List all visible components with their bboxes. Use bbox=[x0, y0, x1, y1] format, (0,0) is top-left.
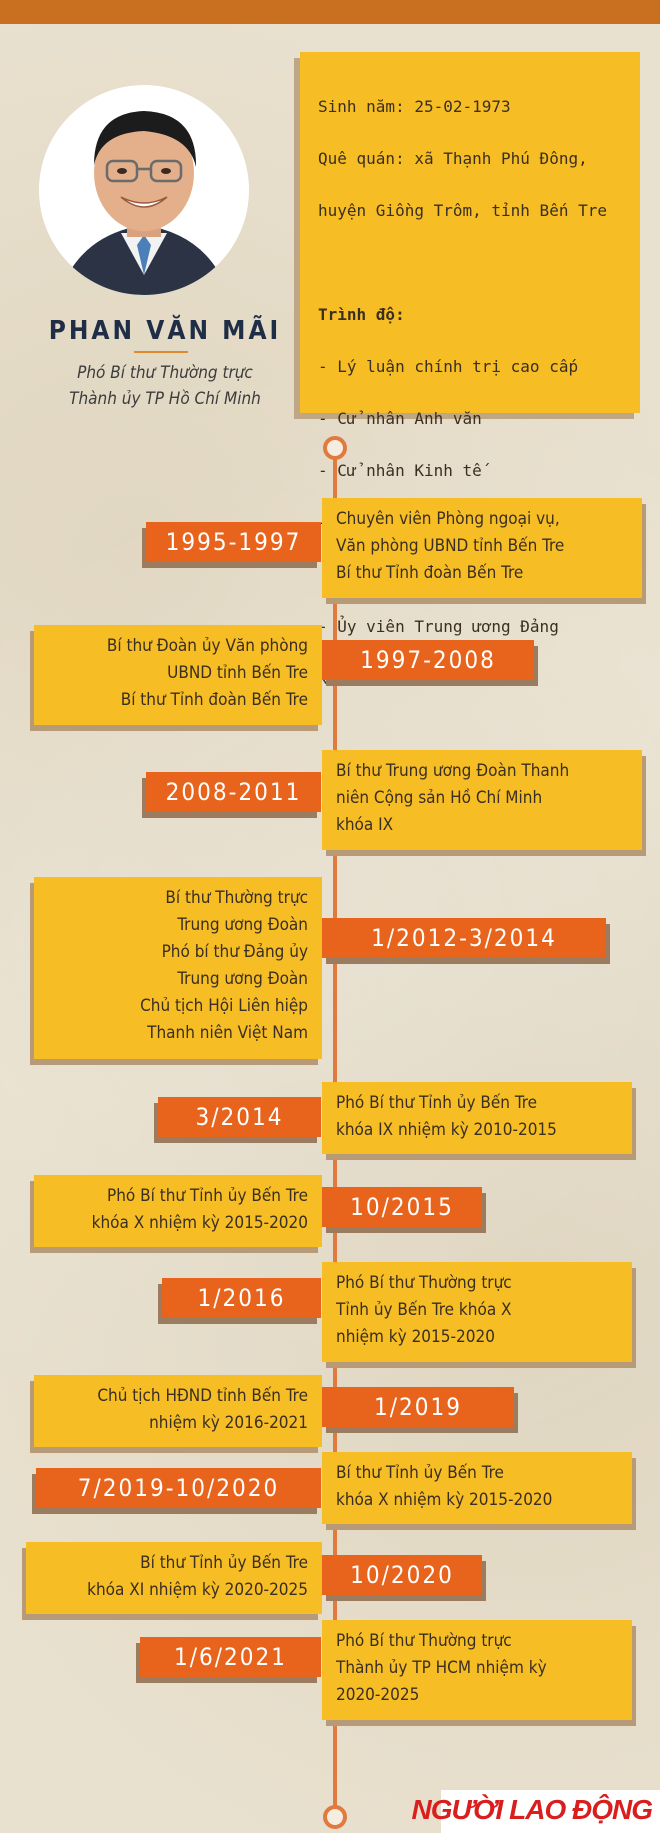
year-label: 10/2015 bbox=[322, 1187, 482, 1227]
timeline-start-dot bbox=[323, 436, 347, 460]
card-line: Trung ương Đoàn bbox=[177, 915, 308, 935]
portrait-photo bbox=[39, 85, 249, 295]
education-item: - Cử nhân Anh văn bbox=[318, 409, 482, 428]
timeline-card: Phó Bí thư Tỉnh ủy Bến Tre khóa IX nhiệm… bbox=[322, 1082, 632, 1154]
card-line: Bí thư Trung ương Đoàn Thanh bbox=[336, 761, 570, 781]
education-item: - Lý luận chính trị cao cấp bbox=[318, 357, 579, 376]
timeline-card: Bí thư Tỉnh ủy Bến Tre khóa X nhiệm kỳ 2… bbox=[322, 1452, 632, 1524]
brand-logo: NGƯỜI LAO ĐỘNG bbox=[411, 1794, 653, 1825]
timeline-card: Bí thư Tỉnh ủy Bến Tre khóa XI nhiệm kỳ … bbox=[26, 1542, 322, 1614]
timeline-card: Phó Bí thư Thường trực Tỉnh ủy Bến Tre k… bbox=[322, 1262, 632, 1362]
card-line: Trung ương Đoàn bbox=[177, 969, 308, 989]
card-line: niên Cộng sản Hồ Chí Minh bbox=[336, 788, 543, 808]
card-line: Bí thư Thường trực bbox=[165, 888, 308, 908]
card-line: khóa XI nhiệm kỳ 2020-2025 bbox=[87, 1580, 308, 1600]
spacer bbox=[318, 250, 622, 276]
year-label: 1/2019 bbox=[322, 1387, 514, 1427]
card-line: Phó Bí thư Tỉnh ủy Bến Tre bbox=[336, 1093, 538, 1113]
card-line: Phó Bí thư Thường trực bbox=[336, 1273, 512, 1293]
timeline-end-dot bbox=[323, 1805, 347, 1829]
card-line: Bí thư Đoàn ủy Văn phòng bbox=[106, 636, 308, 656]
card-line: Bí thư Tỉnh ủy Bến Tre bbox=[140, 1553, 308, 1573]
card-line: Bí thư Tỉnh đoàn Bến Tre bbox=[120, 690, 308, 710]
timeline-card: Bí thư Thường trực Trung ương Đoàn Phó b… bbox=[34, 877, 322, 1059]
year-label: 2008-2011 bbox=[146, 772, 321, 812]
card-line: 2020-2025 bbox=[336, 1685, 420, 1705]
timeline-card: Bí thư Trung ương Đoàn Thanh niên Cộng s… bbox=[322, 750, 642, 850]
person-title-line: Thành ủy TP Hồ Chí Minh bbox=[69, 389, 261, 409]
card-line: Chủ tịch HĐND tỉnh Bến Tre bbox=[97, 1386, 308, 1406]
timeline-card: Phó Bí thư Thường trực Thành ủy TP HCM n… bbox=[322, 1620, 632, 1720]
timeline-card: Bí thư Đoàn ủy Văn phòng UBND tỉnh Bến T… bbox=[34, 625, 322, 725]
party-role-line-1: - Ủy viên Trung ương Đảng bbox=[318, 617, 559, 636]
timeline-card: Phó Bí thư Tỉnh ủy Bến Tre khóa X nhiệm … bbox=[34, 1175, 322, 1247]
hometown-line-1: Quê quán: xã Thạnh Phú Đông, bbox=[318, 149, 588, 168]
card-line: Chuyên viên Phòng ngoại vụ, bbox=[336, 509, 560, 529]
year-label: 7/2019-10/2020 bbox=[36, 1468, 321, 1508]
year-label: 3/2014 bbox=[158, 1097, 321, 1137]
card-line: khóa IX bbox=[336, 815, 394, 835]
name-divider bbox=[134, 351, 188, 353]
card-line: Phó Bí thư Thường trực bbox=[336, 1631, 512, 1651]
bio-info-box: Sinh năm: 25-02-1973 Quê quán: xã Thạnh … bbox=[300, 52, 640, 688]
brand-logo-background bbox=[441, 1790, 660, 1833]
birth-date: Sinh năm: 25-02-1973 bbox=[318, 97, 511, 116]
card-line: Phó bí thư Đảng ủy bbox=[161, 942, 308, 962]
card-line: Văn phòng UBND tỉnh Bến Tre bbox=[336, 536, 565, 556]
card-line: Bí thư Tỉnh đoàn Bến Tre bbox=[336, 563, 524, 583]
person-name: PHAN VĂN MÃI bbox=[48, 316, 282, 346]
avatar bbox=[39, 85, 249, 295]
card-line: khóa X nhiệm kỳ 2015-2020 bbox=[336, 1490, 553, 1510]
timeline-card: Chuyên viên Phòng ngoại vụ, Văn phòng UB… bbox=[322, 498, 642, 598]
education-item: - Cử nhân Kinh tế bbox=[318, 461, 482, 480]
year-label: 1997-2008 bbox=[322, 640, 534, 680]
card-line: khóa IX nhiệm kỳ 2010-2015 bbox=[336, 1120, 557, 1140]
card-line: Chủ tịch Hội Liên hiệp bbox=[140, 996, 308, 1016]
person-title-line: Phó Bí thư Thường trực bbox=[77, 363, 253, 383]
year-label: 1995-1997 bbox=[146, 522, 321, 562]
card-line: nhiệm kỳ 2016-2021 bbox=[149, 1413, 308, 1433]
person-title: Phó Bí thư Thường trực Thành ủy TP Hồ Ch… bbox=[0, 360, 330, 412]
timeline-card: Chủ tịch HĐND tỉnh Bến Tre nhiệm kỳ 2016… bbox=[34, 1375, 322, 1447]
year-label: 10/2020 bbox=[322, 1555, 482, 1595]
year-label: 1/2012-3/2014 bbox=[322, 918, 606, 958]
card-line: Phó Bí thư Tỉnh ủy Bến Tre bbox=[106, 1186, 308, 1206]
education-heading: Trình độ: bbox=[318, 305, 405, 324]
card-line: Thanh niên Việt Nam bbox=[147, 1023, 308, 1043]
card-line: khóa X nhiệm kỳ 2015-2020 bbox=[91, 1213, 308, 1233]
card-line: Thành ủy TP HCM nhiệm kỳ bbox=[336, 1658, 547, 1678]
year-label: 1/6/2021 bbox=[140, 1637, 321, 1677]
card-line: UBND tỉnh Bến Tre bbox=[167, 663, 308, 683]
card-line: Tỉnh ủy Bến Tre khóa X bbox=[336, 1300, 512, 1320]
card-line: nhiệm kỳ 2015-2020 bbox=[336, 1327, 495, 1347]
card-line: Bí thư Tỉnh ủy Bến Tre bbox=[336, 1463, 504, 1483]
top-bar bbox=[0, 0, 660, 24]
hometown-line-2: huyện Giồng Trôm, tỉnh Bến Tre bbox=[318, 201, 607, 220]
year-label: 1/2016 bbox=[162, 1278, 321, 1318]
